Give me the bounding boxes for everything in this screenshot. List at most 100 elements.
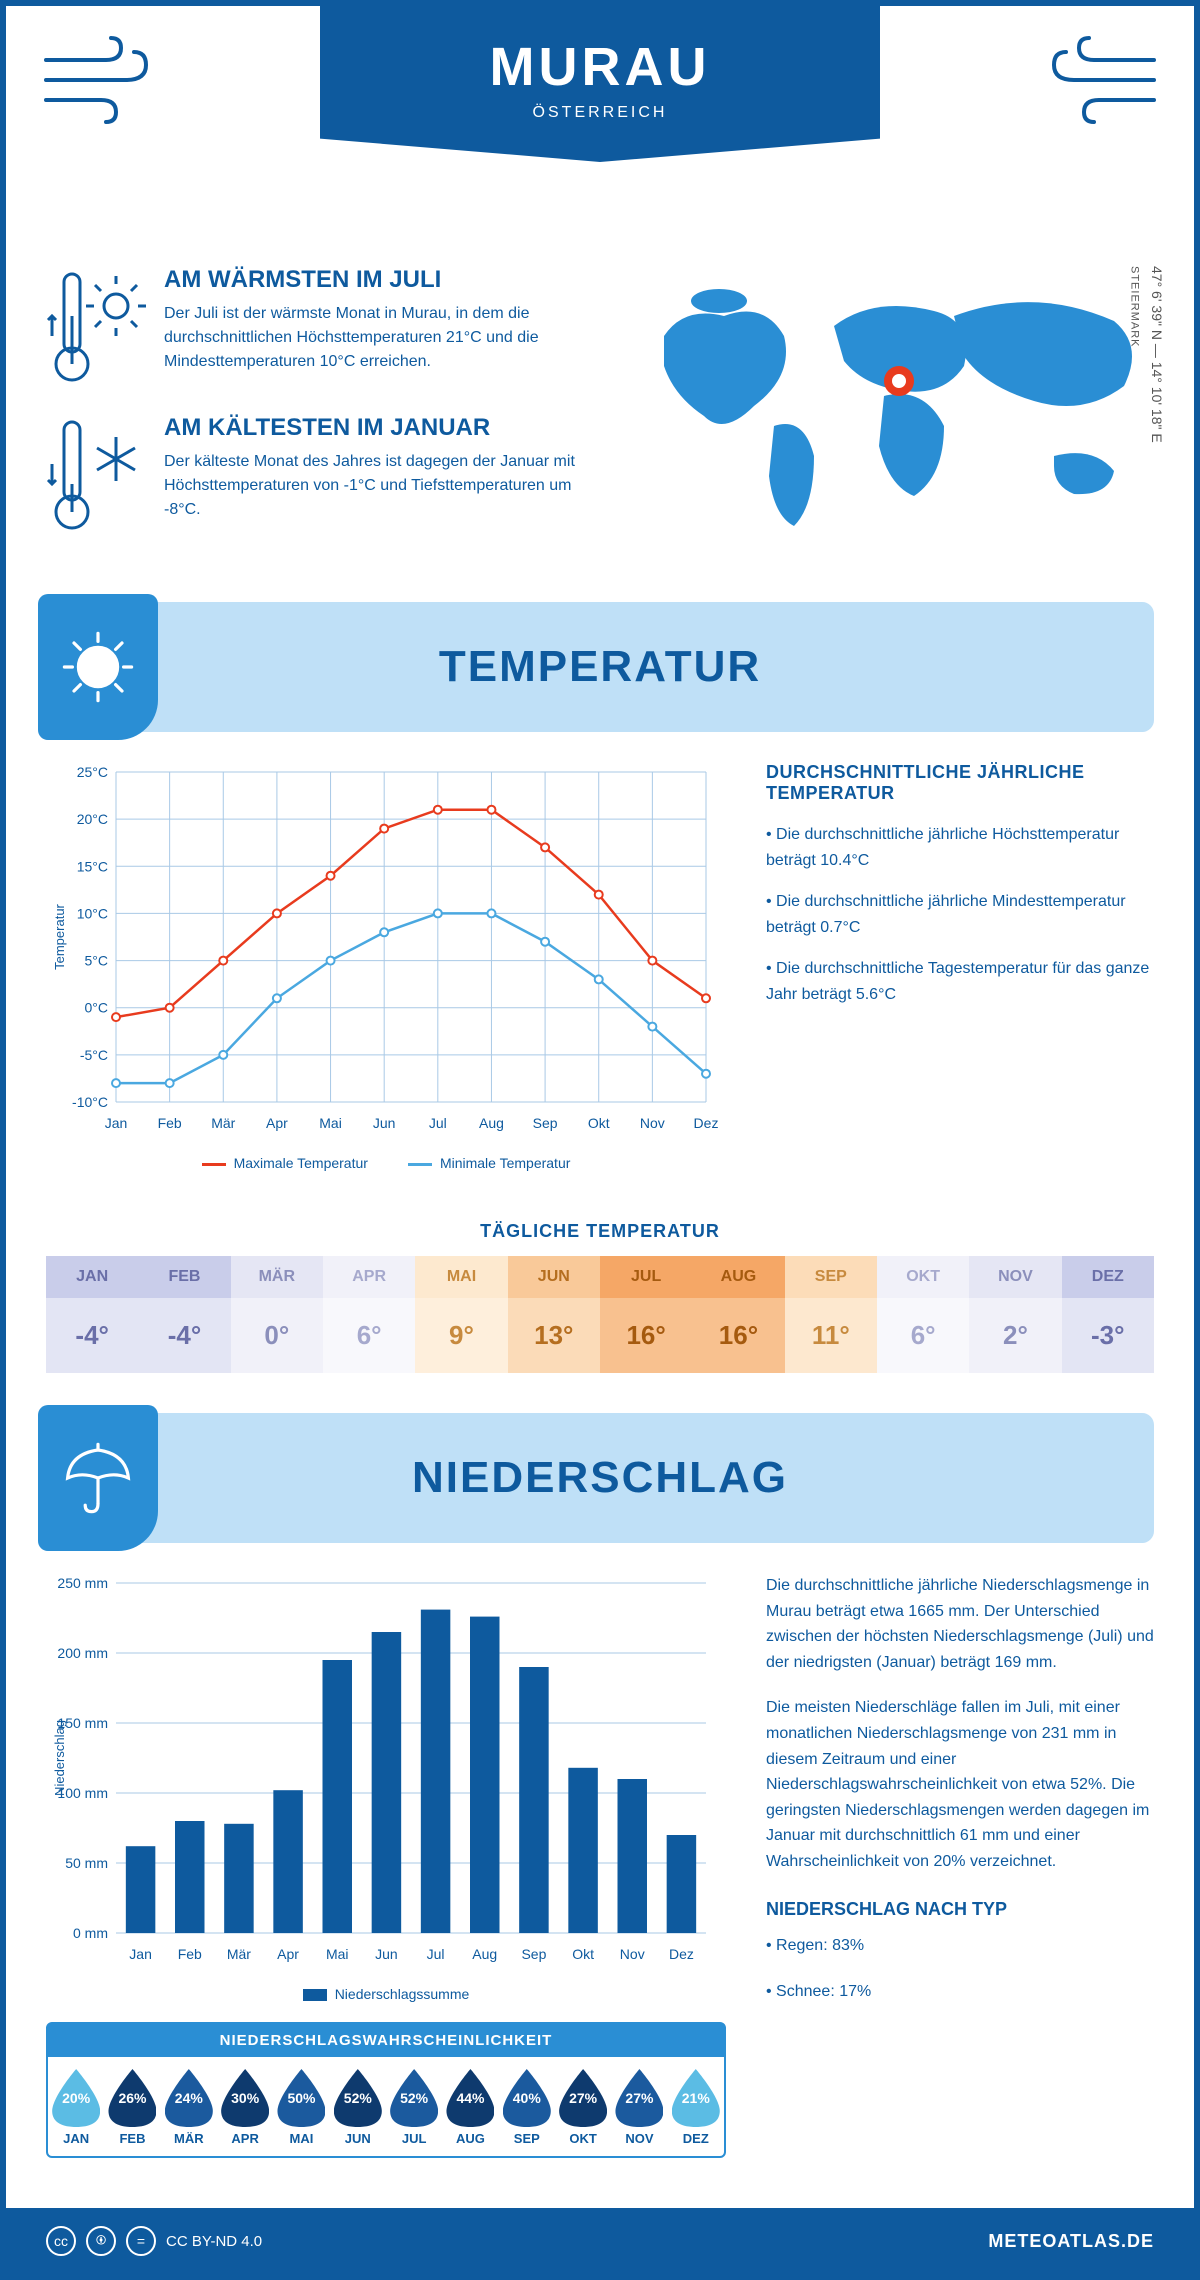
thermometer-snow-icon: [46, 414, 146, 534]
warmest-text: Der Juli ist der wärmste Monat in Murau,…: [164, 302, 594, 374]
svg-text:5°C: 5°C: [85, 953, 109, 969]
svg-text:Nov: Nov: [640, 1115, 665, 1131]
city-title: MURAU: [340, 36, 860, 98]
precip-text: Die durchschnittliche jährliche Niedersc…: [766, 1573, 1154, 2158]
wind-icon: [36, 30, 156, 146]
precip-para-2: Die meisten Niederschläge fallen im Juli…: [766, 1695, 1154, 1874]
warmest-title: AM WÄRMSTEN IM JULI: [164, 266, 594, 294]
title-banner: MURAU ÖSTERREICH: [320, 6, 880, 162]
svg-text:20°C: 20°C: [77, 811, 108, 827]
svg-text:Temperatur: Temperatur: [52, 903, 67, 969]
svg-text:Sep: Sep: [521, 1946, 546, 1962]
svg-text:Jun: Jun: [373, 1115, 396, 1131]
thermometer-sun-icon: [46, 266, 146, 386]
coldest-text: Der kälteste Monat des Jahres ist dagege…: [164, 450, 594, 522]
world-map: 47° 6' 39" N — 14° 10' 18" E STEIERMARK: [634, 266, 1154, 562]
prob-cell: 44%AUG: [442, 2057, 498, 2156]
header: MURAU ÖSTERREICH: [6, 6, 1194, 266]
temp-line-chart: -10°C-5°C0°C5°C10°C15°C20°C25°CJanFebMär…: [46, 762, 726, 1171]
coordinates: 47° 6' 39" N — 14° 10' 18" E STEIERMARK: [1123, 266, 1168, 443]
svg-text:-5°C: -5°C: [80, 1047, 108, 1063]
temp-row: -10°C-5°C0°C5°C10°C15°C20°C25°CJanFebMär…: [6, 762, 1194, 1191]
svg-text:Mai: Mai: [319, 1115, 342, 1131]
svg-text:15°C: 15°C: [77, 858, 108, 874]
prob-cell: 26%FEB: [104, 2057, 160, 2156]
svg-text:Jan: Jan: [105, 1115, 128, 1131]
annual-temp-bullet: • Die durchschnittliche jährliche Mindes…: [766, 889, 1154, 940]
umbrella-icon: [38, 1405, 158, 1551]
footer: cc 🅯 = CC BY-ND 4.0 METEOATLAS.DE: [6, 2208, 1194, 2274]
daily-cell: JUL 16°: [600, 1256, 692, 1373]
daily-title: TÄGLICHE TEMPERATUR: [6, 1221, 1194, 1242]
page: MURAU ÖSTERREICH AM WÄRMSTEN IM JULI Der…: [0, 0, 1200, 2280]
svg-text:Feb: Feb: [178, 1946, 202, 1962]
prob-cell: 52%JUL: [386, 2057, 442, 2156]
nd-icon: =: [126, 2226, 156, 2256]
temp-legend: Maximale Temperatur Minimale Temperatur: [46, 1155, 726, 1171]
precip-heading: NIEDERSCHLAG: [412, 1453, 788, 1503]
daily-temp-table: JAN -4°FEB -4°MÄR 0°APR 6°MAI 9°JUN 13°J…: [46, 1256, 1154, 1373]
prob-cell: 40%SEP: [499, 2057, 555, 2156]
legend-item: Minimale Temperatur: [408, 1155, 570, 1171]
svg-text:50 mm: 50 mm: [65, 1855, 108, 1871]
cc-icon: cc: [46, 2226, 76, 2256]
prob-cell: 27%NOV: [611, 2057, 667, 2156]
daily-cell: MAI 9°: [415, 1256, 507, 1373]
precip-bar-chart: 0 mm50 mm100 mm150 mm200 mm250 mmJanFebM…: [46, 1573, 726, 2158]
svg-text:Nov: Nov: [620, 1946, 645, 1962]
probability-title: NIEDERSCHLAGSWAHRSCHEINLICHKEIT: [48, 2024, 724, 2057]
by-icon: 🅯: [86, 2226, 116, 2256]
prob-cell: 50%MAI: [273, 2057, 329, 2156]
svg-text:Jun: Jun: [375, 1946, 398, 1962]
annual-temp-bullet: • Die durchschnittliche jährliche Höchst…: [766, 822, 1154, 873]
daily-cell: FEB -4°: [138, 1256, 230, 1373]
precip-type-title: NIEDERSCHLAG NACH TYP: [766, 1895, 1154, 1924]
svg-text:Okt: Okt: [588, 1115, 610, 1131]
svg-text:Niederschlag: Niederschlag: [52, 1720, 67, 1796]
svg-text:0 mm: 0 mm: [73, 1925, 108, 1941]
daily-cell: JAN -4°: [46, 1256, 138, 1373]
legend-item: Maximale Temperatur: [202, 1155, 368, 1171]
brand: METEOATLAS.DE: [988, 2231, 1154, 2252]
svg-text:Apr: Apr: [277, 1946, 299, 1962]
svg-text:250 mm: 250 mm: [57, 1575, 108, 1591]
svg-text:Aug: Aug: [472, 1946, 497, 1962]
svg-text:Dez: Dez: [694, 1115, 719, 1131]
daily-cell: MÄR 0°: [231, 1256, 323, 1373]
precip-type-bullet: • Regen: 83%: [766, 1933, 1154, 1959]
daily-cell: SEP 11°: [785, 1256, 877, 1373]
intro-row: AM WÄRMSTEN IM JULI Der Juli ist der wär…: [6, 266, 1194, 592]
svg-text:25°C: 25°C: [77, 764, 108, 780]
svg-text:Jan: Jan: [129, 1946, 152, 1962]
svg-text:200 mm: 200 mm: [57, 1645, 108, 1661]
probability-box: NIEDERSCHLAGSWAHRSCHEINLICHKEIT 20%JAN26…: [46, 2022, 726, 2158]
wind-icon: [1044, 30, 1164, 146]
prob-cell: 21%DEZ: [668, 2057, 724, 2156]
svg-text:Apr: Apr: [266, 1115, 288, 1131]
license: cc 🅯 = CC BY-ND 4.0: [46, 2226, 262, 2256]
precip-legend: Niederschlagssumme: [46, 1986, 726, 2002]
prob-cell: 24%MÄR: [161, 2057, 217, 2156]
world-map-svg: [634, 266, 1154, 546]
precip-banner: NIEDERSCHLAG: [46, 1413, 1154, 1543]
precip-row: 0 mm50 mm100 mm150 mm200 mm250 mmJanFebM…: [6, 1573, 1194, 2188]
svg-text:-10°C: -10°C: [72, 1094, 108, 1110]
license-text: CC BY-ND 4.0: [166, 2233, 262, 2250]
temp-heading: TEMPERATUR: [439, 642, 761, 692]
svg-text:Jul: Jul: [429, 1115, 447, 1131]
svg-text:Dez: Dez: [669, 1946, 694, 1962]
svg-text:Okt: Okt: [572, 1946, 594, 1962]
daily-cell: DEZ -3°: [1062, 1256, 1154, 1373]
prob-cell: 27%OKT: [555, 2057, 611, 2156]
daily-cell: JUN 13°: [508, 1256, 600, 1373]
svg-text:Aug: Aug: [479, 1115, 504, 1131]
daily-cell: APR 6°: [323, 1256, 415, 1373]
svg-text:Feb: Feb: [158, 1115, 182, 1131]
prob-cell: 30%APR: [217, 2057, 273, 2156]
temp-banner: TEMPERATUR: [46, 602, 1154, 732]
svg-text:Jul: Jul: [427, 1946, 445, 1962]
coldest-block: AM KÄLTESTEN IM JANUAR Der kälteste Mona…: [46, 414, 594, 534]
coldest-title: AM KÄLTESTEN IM JANUAR: [164, 414, 594, 442]
annual-temp-title: DURCHSCHNITTLICHE JÄHRLICHE TEMPERATUR: [766, 762, 1154, 804]
svg-text:Sep: Sep: [533, 1115, 558, 1131]
